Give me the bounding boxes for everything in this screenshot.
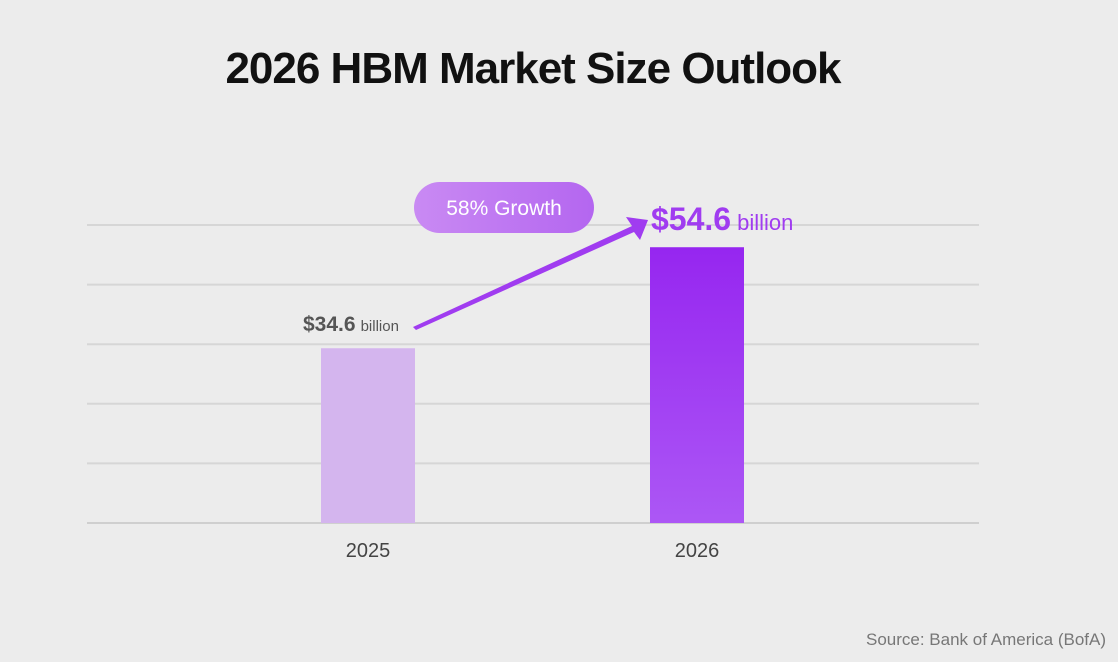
source-note: Source: Bank of America (BofA) [866,630,1106,649]
bar-2026 [650,247,744,523]
bar-2025 [321,348,415,523]
x-tick-label: 2026 [675,540,720,562]
chart-title: 2026 HBM Market Size Outlook [225,44,841,93]
x-tick-label: 2025 [346,540,391,562]
value-label-2026: $54.6 billion [651,201,793,237]
growth-annotation: 58% Growth [414,182,594,233]
growth-arrow [413,217,648,330]
growth-label: 58% Growth [446,197,562,220]
value-label-2025: $34.6 billion [303,313,399,336]
